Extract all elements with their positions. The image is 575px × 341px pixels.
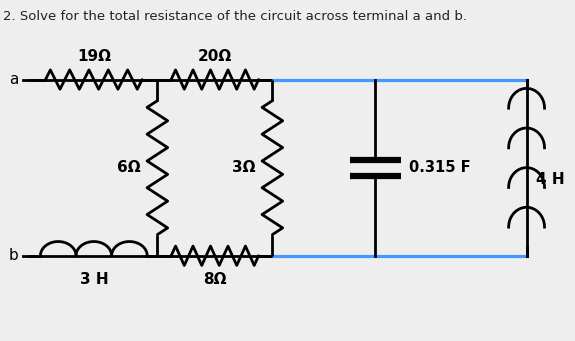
Text: 19Ω: 19Ω: [77, 49, 111, 64]
Text: 0.315 F: 0.315 F: [409, 160, 470, 175]
Text: 3Ω: 3Ω: [232, 160, 255, 175]
Text: b: b: [9, 248, 18, 263]
Text: 2. Solve for the total resistance of the circuit across terminal a and b.: 2. Solve for the total resistance of the…: [3, 10, 467, 23]
Text: a: a: [9, 72, 18, 87]
Text: 8Ω: 8Ω: [203, 272, 227, 287]
Text: 4 H: 4 H: [536, 172, 564, 187]
Text: 6Ω: 6Ω: [117, 160, 140, 175]
Text: 3 H: 3 H: [79, 272, 108, 287]
Text: 20Ω: 20Ω: [198, 49, 232, 64]
